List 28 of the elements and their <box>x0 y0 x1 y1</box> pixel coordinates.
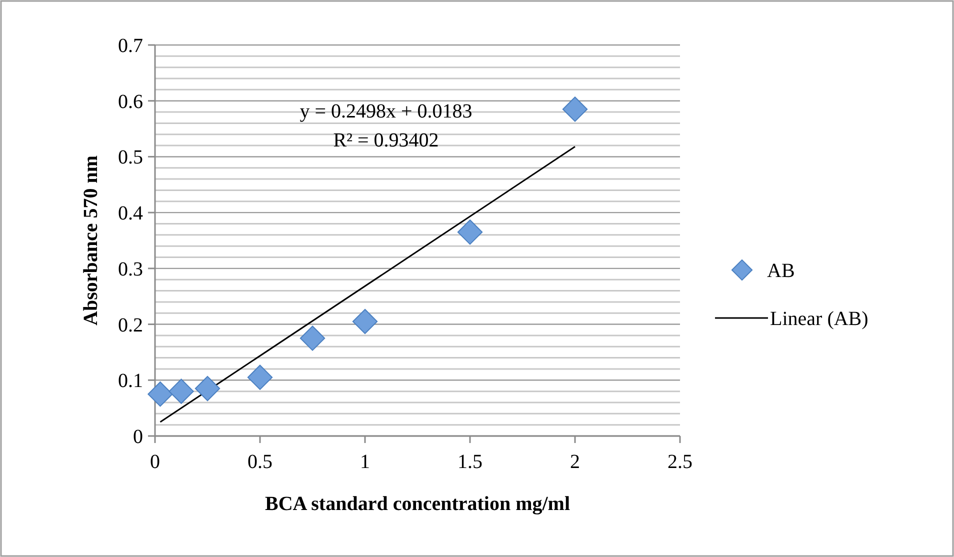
x-tick-label: 2.5 <box>668 451 692 473</box>
x-tick-label: 1 <box>360 451 370 473</box>
y-axis-title: Absorbance 570 nm <box>80 155 102 326</box>
y-tick-label: 0.7 <box>118 35 143 57</box>
x-tick-label: 0.5 <box>248 451 272 473</box>
point <box>300 326 326 351</box>
y-tick-label: 0.4 <box>118 202 143 225</box>
point <box>562 96 588 122</box>
point <box>148 382 173 407</box>
point <box>168 378 194 404</box>
annotation: R² = 0.93402 <box>333 130 439 152</box>
x-tick-label: 2 <box>570 451 580 473</box>
x-tick-label: 1.5 <box>458 451 482 473</box>
x-axis-title: BCA standard concentration mg/ml <box>265 493 570 515</box>
y-tick-label: 0 <box>133 426 143 448</box>
legend-label: Linear (AB) <box>770 308 868 330</box>
point <box>457 220 483 245</box>
x-tick-label: 0 <box>150 451 160 473</box>
legend-label: AB <box>767 260 795 282</box>
y-tick-label: 0.1 <box>118 370 143 392</box>
y-tick-label: 0.2 <box>118 314 143 336</box>
point <box>352 308 378 334</box>
y-tick-label: 0.3 <box>118 258 143 280</box>
point <box>247 364 273 390</box>
y-tick-label: 0.6 <box>118 90 143 113</box>
point <box>194 376 220 402</box>
annotation: y = 0.2498x + 0.0183 <box>300 100 472 123</box>
y-tick-label: 0.5 <box>118 146 143 169</box>
